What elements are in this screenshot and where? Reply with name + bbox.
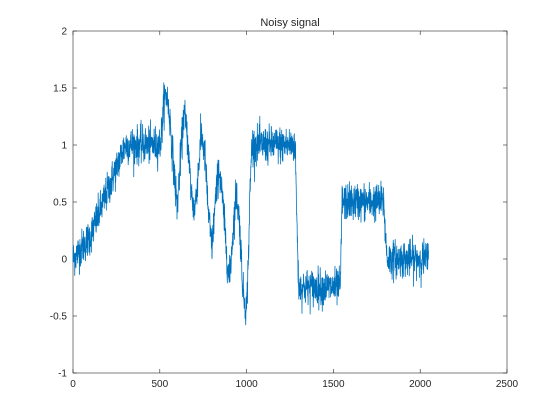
x-tick-label: 1500 [322, 379, 345, 390]
axes-box [72, 30, 508, 374]
y-tick-label: 1 [61, 141, 67, 152]
y-tick-label: 2 [61, 27, 67, 38]
x-tick-label: 2500 [496, 379, 519, 390]
y-tick-label: -1 [58, 369, 67, 380]
series-layer [72, 82, 429, 326]
x-tick-label: 1000 [235, 379, 258, 390]
x-axis: 0 500 1000 1500 2000 2500 [70, 31, 519, 390]
x-tick-label: 0 [70, 379, 76, 390]
y-tick-label: 1.5 [53, 84, 67, 95]
plot-area [72, 30, 508, 374]
y-axis: -1 -0.5 0 0.5 1 1.5 2 [50, 27, 507, 380]
y-tick-label: 0.5 [53, 198, 67, 209]
x-tick-label: 500 [151, 379, 168, 390]
series-line-0 [72, 82, 429, 326]
y-tick-label: -0.5 [50, 312, 68, 323]
chart-title: Noisy signal [260, 17, 319, 29]
x-tick-label: 2000 [409, 379, 432, 390]
y-tick-label: 0 [61, 255, 67, 266]
